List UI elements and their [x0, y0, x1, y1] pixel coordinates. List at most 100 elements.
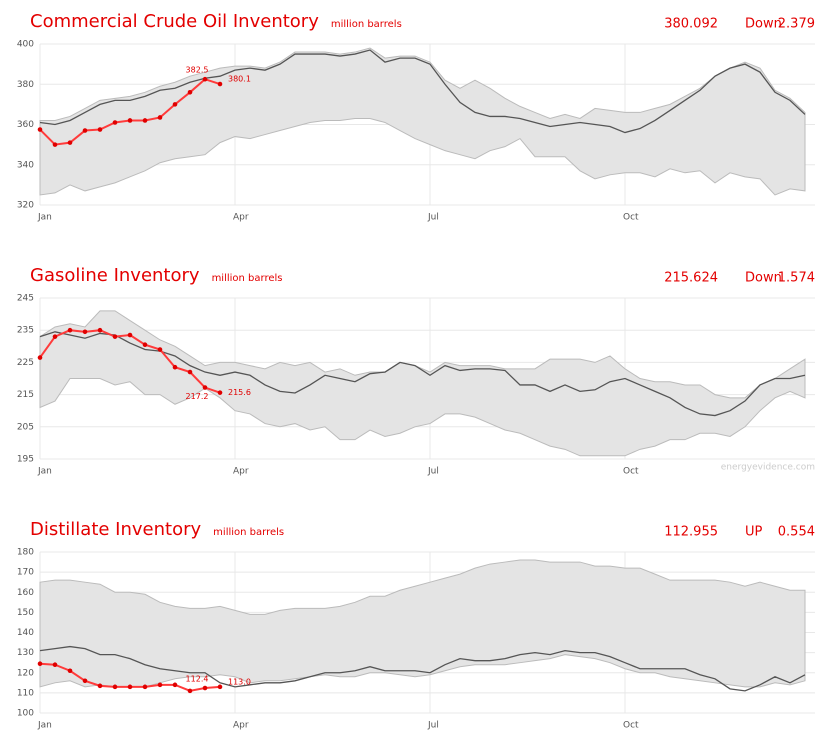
y-tick-label: 180 — [17, 548, 34, 558]
x-tick-label: Oct — [623, 721, 639, 731]
point — [127, 684, 133, 690]
point — [67, 140, 73, 145]
direction: Down — [745, 17, 782, 32]
y-tick-label: 110 — [17, 688, 34, 698]
value-label: 380.1 — [228, 75, 251, 84]
point — [127, 118, 133, 123]
x-tick-label: Apr — [233, 467, 249, 477]
point — [157, 115, 163, 120]
x-tick-label: Jan — [37, 467, 52, 477]
point — [187, 369, 193, 375]
y-tick-label: 360 — [17, 120, 34, 130]
point — [37, 661, 43, 666]
y-tick-label: 100 — [17, 709, 34, 719]
latest-value: 380.092 — [664, 17, 718, 32]
point — [82, 678, 88, 684]
point — [52, 142, 58, 147]
point — [112, 120, 118, 125]
point — [217, 390, 223, 395]
point — [112, 334, 118, 339]
value-label: 217.2 — [186, 392, 209, 401]
point — [142, 118, 148, 123]
chart-subtitle: million barrels — [212, 273, 283, 284]
chart-subtitle: million barrels — [213, 527, 284, 538]
y-tick-label: 320 — [17, 201, 34, 211]
series-line — [39, 645, 806, 692]
point — [52, 662, 58, 667]
point — [67, 668, 73, 674]
point — [157, 682, 163, 688]
value-label: 382.5 — [186, 66, 209, 75]
value-label: 215.6 — [228, 388, 251, 397]
x-tick-label: Jul — [427, 721, 439, 731]
series-line — [39, 49, 806, 134]
y-tick-label: 235 — [17, 326, 34, 336]
point — [217, 81, 223, 87]
point — [187, 90, 193, 95]
chart-title: Commercial Crude Oil Inventory — [30, 11, 319, 32]
series-line — [39, 331, 806, 417]
point — [97, 683, 103, 689]
change: 2.379 — [778, 17, 815, 32]
x-tick-label: Oct — [623, 213, 639, 223]
point — [67, 327, 73, 333]
latest-value: 215.624 — [664, 271, 718, 286]
point — [217, 684, 223, 690]
point — [202, 76, 208, 82]
point — [172, 102, 178, 107]
change: 1.574 — [778, 271, 815, 286]
y-tick-label: 195 — [17, 455, 34, 465]
x-tick-label: Jan — [37, 213, 52, 223]
y-tick-label: 340 — [17, 160, 34, 170]
y-tick-label: 205 — [17, 422, 34, 432]
point — [157, 347, 163, 352]
point — [97, 127, 103, 132]
chart-title: Distillate Inventory — [30, 519, 202, 540]
point — [202, 385, 208, 390]
point — [52, 334, 58, 339]
point — [37, 355, 43, 360]
point — [97, 327, 103, 333]
x-tick-label: Apr — [233, 721, 249, 731]
point — [172, 682, 178, 688]
point — [172, 364, 178, 370]
y-tick-label: 170 — [17, 568, 34, 578]
direction: UP — [745, 525, 763, 540]
x-tick-label: Jul — [427, 213, 439, 223]
value-label: 113.0 — [228, 677, 251, 686]
chart-title: Gasoline Inventory — [30, 265, 200, 286]
x-tick-label: Oct — [623, 467, 639, 477]
y-tick-label: 140 — [17, 628, 34, 638]
y-tick-label: 215 — [17, 390, 34, 400]
point — [82, 329, 88, 335]
y-tick-label: 225 — [17, 358, 34, 368]
point — [187, 688, 193, 694]
y-tick-label: 150 — [17, 608, 34, 618]
x-tick-label: Jul — [427, 467, 439, 477]
point — [112, 684, 118, 690]
range-band — [39, 559, 806, 688]
chart-subtitle: million barrels — [331, 19, 402, 30]
point — [127, 332, 133, 338]
y-tick-label: 120 — [17, 668, 34, 678]
y-tick-label: 245 — [17, 294, 34, 304]
direction: Down — [745, 271, 782, 286]
point — [142, 684, 148, 690]
point — [142, 342, 148, 347]
y-tick-label: 380 — [17, 80, 34, 90]
point — [202, 685, 208, 691]
range-band — [39, 47, 806, 196]
x-tick-label: Jan — [37, 721, 52, 731]
latest-value: 112.955 — [664, 525, 718, 540]
change: 0.554 — [778, 525, 815, 540]
y-tick-label: 160 — [17, 588, 34, 598]
point — [82, 128, 88, 133]
y-tick-label: 400 — [17, 40, 34, 50]
range-band — [39, 310, 806, 457]
source: energyevidence.com — [721, 463, 815, 473]
x-tick-label: Apr — [233, 213, 249, 223]
value-label: 112.4 — [186, 675, 209, 684]
point — [37, 127, 43, 132]
y-tick-label: 130 — [17, 648, 34, 658]
